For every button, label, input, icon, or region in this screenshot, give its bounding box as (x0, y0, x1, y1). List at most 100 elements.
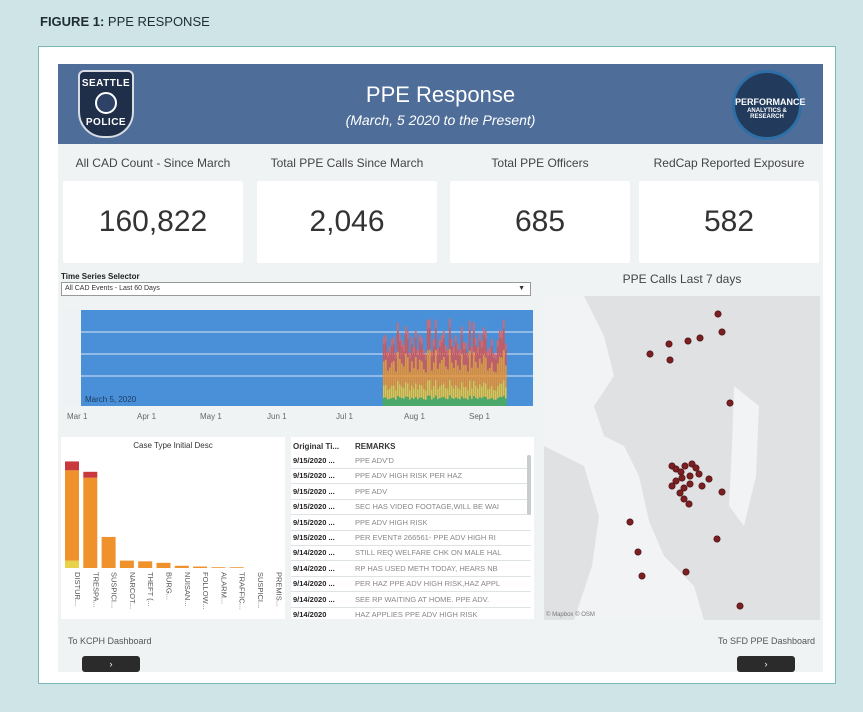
table-row[interactable]: 9/14/2020 ... PER HAZ PPE ADV HIGH RISK,H… (291, 577, 531, 593)
ts-spike-bar (403, 398, 405, 406)
figure-caption-label: FIGURE 1: (40, 14, 105, 29)
ppe-call-marker[interactable] (665, 340, 673, 348)
ts-spike-bar (445, 345, 447, 352)
table-scrollbar[interactable] (527, 455, 531, 515)
bar-segment[interactable] (65, 461, 79, 471)
table-row[interactable]: 9/15/2020 ... PER EVENT# 266561- PPE ADV … (291, 531, 531, 546)
map-canvas[interactable] (544, 296, 820, 620)
ppe-calls-map[interactable]: © Mapbox © OSM (544, 296, 820, 620)
page-subtitle: (March, 5 2020 to the Present) (345, 112, 536, 128)
bar-category-label: SUSPICI... (110, 572, 119, 608)
ts-spike-bar (481, 363, 483, 387)
ts-spike-bar (415, 330, 417, 339)
ppe-call-marker[interactable] (666, 356, 674, 364)
ppe-call-marker[interactable] (718, 488, 726, 496)
ts-spike-bar (477, 367, 479, 389)
dashboard: SEATTLE POLICE PPE Response (March, 5 20… (58, 64, 823, 672)
case-type-bar-chart[interactable]: DISTUR... TRESPA... SUSPICI... NARCOT... THE… (61, 437, 285, 619)
bar-segment[interactable] (211, 567, 226, 568)
table-row[interactable]: 9/14/2020 ... RP HAS USED METH TODAY, HEA… (291, 562, 531, 577)
ppe-call-marker[interactable] (676, 489, 684, 497)
kpi-label-redcap: RedCap Reported Exposure (653, 156, 805, 170)
remarks-table[interactable]: Original Ti... REMARKS 9/15/2020 ... PPE … (291, 437, 534, 619)
ppe-call-marker[interactable] (638, 572, 646, 580)
table-row[interactable]: 9/15/2020 ... SEC HAS VIDEO FOOTAGE,WILL … (291, 500, 531, 516)
bar-segment[interactable] (229, 567, 244, 568)
ppe-call-marker[interactable] (668, 482, 676, 490)
time-series-chart[interactable]: March 5, 2020 Mar 1 Apr 1 May 1 Jun 1 Jul 1 Au… (61, 310, 535, 425)
ts-spike-bar (477, 352, 479, 368)
ts-spike-bar (461, 382, 463, 397)
ppe-call-marker[interactable] (684, 337, 692, 345)
ppe-call-marker[interactable] (686, 472, 694, 480)
ts-spike-bar (497, 340, 499, 347)
table-row[interactable]: 9/14/2020 ... STILL REQ WELFARE CHK ON MA… (291, 546, 531, 562)
col-header-original-time[interactable]: Original Ti... (293, 442, 340, 451)
ppe-call-marker[interactable] (672, 477, 680, 485)
ts-spike-bar (495, 390, 497, 400)
ts-spike-bar (427, 328, 429, 351)
time-series-dropdown[interactable]: All CAD Events - Last 60 Days ▼ (61, 282, 531, 296)
ppe-call-marker[interactable] (698, 482, 706, 490)
ppe-call-marker[interactable] (685, 500, 693, 508)
ppe-call-marker[interactable] (718, 328, 726, 336)
ts-spike-bar (503, 319, 505, 329)
ts-spike-bar (465, 387, 467, 399)
bar-segment[interactable] (65, 470, 79, 561)
bar-segment[interactable] (65, 560, 79, 568)
ppe-call-marker[interactable] (686, 480, 694, 488)
ppe-call-marker[interactable] (726, 399, 734, 407)
ts-spike-bar (413, 367, 415, 389)
ppe-call-marker[interactable] (695, 470, 703, 478)
bar-segment[interactable] (174, 565, 189, 568)
ppe-call-marker[interactable] (680, 495, 688, 503)
bar-segment[interactable] (83, 477, 98, 568)
ts-spike-bar (411, 397, 413, 406)
ppe-call-marker[interactable] (678, 474, 686, 482)
table-row[interactable]: 9/15/2020 ... PPE ADV'D (291, 454, 531, 469)
ppe-call-marker[interactable] (677, 468, 685, 476)
row-date: 9/14/2020 (293, 610, 327, 619)
ts-spike-bar (401, 386, 403, 399)
bar-segment[interactable] (138, 561, 153, 568)
col-header-remarks[interactable]: REMARKS (355, 442, 396, 451)
bar-segment[interactable] (119, 560, 134, 568)
ts-spike-bar (497, 346, 499, 364)
ts-spike-bar (441, 359, 443, 385)
table-row[interactable]: 9/14/2020 ... SEE RP WAITING AT HOME. PPE… (291, 593, 531, 608)
map-title: PPE Calls Last 7 days (622, 272, 742, 286)
bar-segment[interactable] (83, 471, 98, 478)
ts-spike-bar (429, 395, 431, 406)
ppe-call-marker[interactable] (714, 310, 722, 318)
performance-analytics-logo: PERFORMANCE ANALYTICS & RESEARCH (732, 70, 806, 140)
kpi-label-ppe-calls: Total PPE Calls Since March (270, 156, 424, 170)
ppe-call-marker[interactable] (682, 568, 690, 576)
ts-spike-bar (443, 383, 445, 397)
bar-segment[interactable] (101, 536, 116, 568)
row-remark: PER HAZ PPE ADV HIGH RISK,HAZ APPL (355, 579, 501, 589)
kpi-value-cad-count: 160,822 (98, 205, 208, 238)
table-row[interactable]: 9/15/2020 ... PPE ADV HIGH RISK (291, 516, 531, 531)
ppe-call-marker[interactable] (705, 475, 713, 483)
bar-segment[interactable] (156, 562, 171, 568)
sfd-dashboard-button[interactable]: › (737, 656, 795, 672)
ppe-call-marker[interactable] (626, 518, 634, 526)
ppe-call-marker[interactable] (692, 464, 700, 472)
ppe-call-marker[interactable] (736, 602, 744, 610)
ts-spike-bar (487, 399, 489, 406)
bar-segment[interactable] (193, 566, 208, 568)
ts-spike-bar (433, 362, 435, 386)
kcph-dashboard-button[interactable]: › (82, 656, 140, 672)
ppe-call-marker[interactable] (680, 484, 688, 492)
table-row[interactable]: 9/15/2020 ... PPE ADV (291, 485, 531, 500)
table-row[interactable]: 9/15/2020 ... PPE ADV HIGH RISK PER HAZ (291, 469, 531, 485)
ppe-call-marker[interactable] (646, 350, 654, 358)
ts-spike-bar (485, 338, 487, 358)
kpi-value-redcap: 582 (703, 205, 755, 238)
ppe-call-marker[interactable] (696, 334, 704, 342)
ts-spike-bar (473, 330, 475, 352)
ppe-call-marker[interactable] (681, 462, 689, 470)
ppe-call-marker[interactable] (634, 548, 642, 556)
table-row[interactable]: 9/14/2020 HAZ APPLIES PPE ADV HIGH RISK (291, 608, 531, 619)
ppe-call-marker[interactable] (713, 535, 721, 543)
